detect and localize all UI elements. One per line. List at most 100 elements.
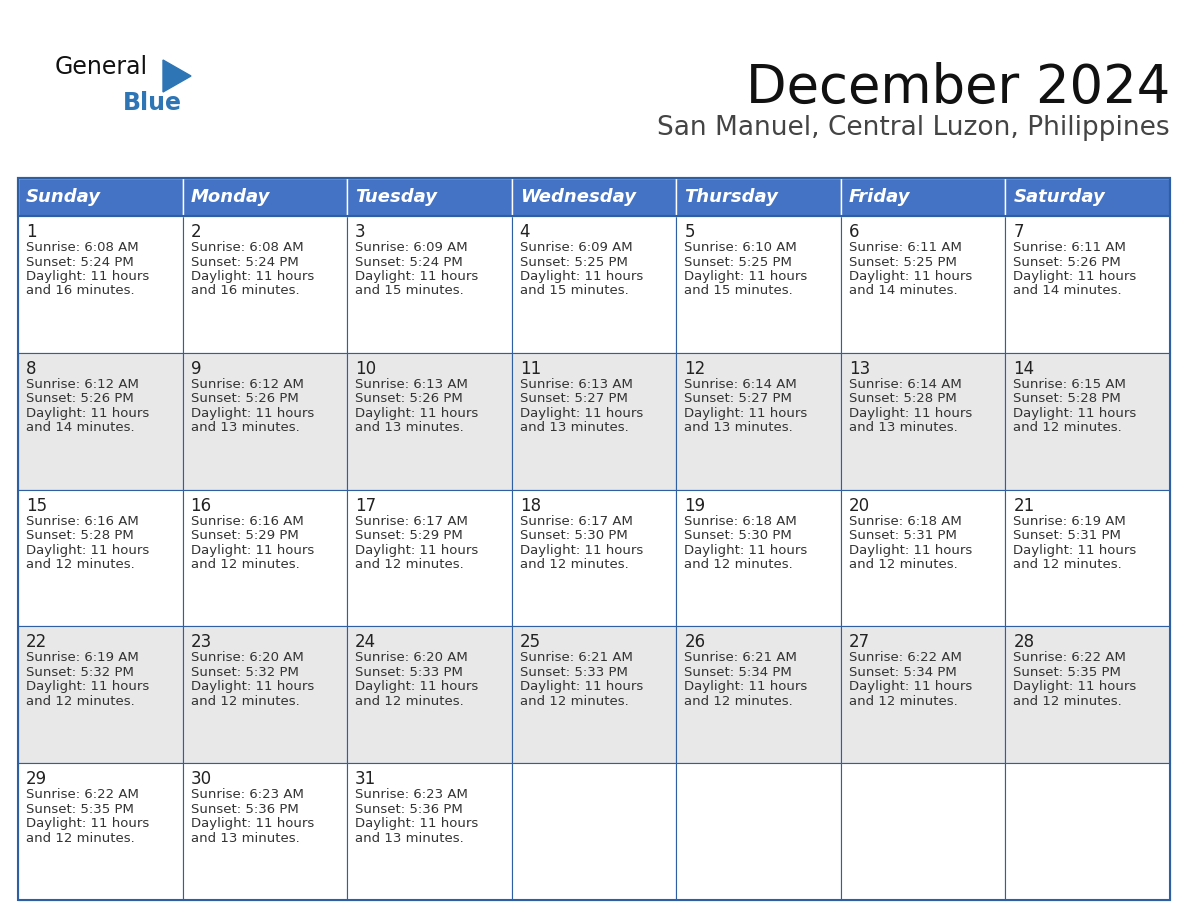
Text: and 12 minutes.: and 12 minutes. [1013,421,1123,434]
Text: 2: 2 [190,223,201,241]
Text: Daylight: 11 hours: Daylight: 11 hours [849,680,972,693]
Text: Sunrise: 6:16 AM: Sunrise: 6:16 AM [26,515,139,528]
Bar [676,489,841,626]
Text: Saturday: Saturday [1013,188,1105,206]
Text: Wednesday: Wednesday [519,188,636,206]
Text: and 12 minutes.: and 12 minutes. [355,558,463,571]
Text: General: General [55,55,148,79]
Text: Daylight: 11 hours: Daylight: 11 hours [190,817,314,830]
Text: Blue: Blue [124,91,182,115]
Text: and 14 minutes.: and 14 minutes. [26,421,134,434]
Text: Sunrise: 6:15 AM: Sunrise: 6:15 AM [1013,378,1126,391]
Text: Sunset: 5:30 PM: Sunset: 5:30 PM [684,529,792,543]
Text: and 14 minutes.: and 14 minutes. [1013,285,1121,297]
Text: Sunset: 5:31 PM: Sunset: 5:31 PM [849,529,956,543]
Bar [676,353,841,489]
Text: Daylight: 11 hours: Daylight: 11 hours [355,407,479,420]
Bar [18,626,183,763]
Text: Sunrise: 6:20 AM: Sunrise: 6:20 AM [355,652,468,665]
Bar [512,763,676,900]
Text: Daylight: 11 hours: Daylight: 11 hours [190,407,314,420]
Text: Sunrise: 6:22 AM: Sunrise: 6:22 AM [26,789,139,801]
Text: 25: 25 [519,633,541,652]
Text: 30: 30 [190,770,211,789]
Text: Sunrise: 6:17 AM: Sunrise: 6:17 AM [519,515,632,528]
Bar [347,626,512,763]
Text: and 12 minutes.: and 12 minutes. [26,832,134,845]
Bar [18,178,183,216]
Text: Sunset: 5:29 PM: Sunset: 5:29 PM [355,529,463,543]
Bar [841,489,1005,626]
Bar [1005,489,1170,626]
Text: 4: 4 [519,223,530,241]
Bar [676,216,841,353]
Text: and 15 minutes.: and 15 minutes. [355,285,463,297]
Text: Daylight: 11 hours: Daylight: 11 hours [519,270,643,283]
Text: Sunset: 5:26 PM: Sunset: 5:26 PM [26,392,134,406]
Text: Sunrise: 6:19 AM: Sunrise: 6:19 AM [26,652,139,665]
Bar [347,178,512,216]
Text: 18: 18 [519,497,541,515]
Bar [18,489,183,626]
Text: and 12 minutes.: and 12 minutes. [1013,558,1123,571]
Bar [347,216,512,353]
Polygon shape [163,60,191,92]
Bar [1005,626,1170,763]
Text: Sunset: 5:31 PM: Sunset: 5:31 PM [1013,529,1121,543]
Text: 6: 6 [849,223,859,241]
Text: and 13 minutes.: and 13 minutes. [355,421,463,434]
Bar [841,763,1005,900]
Text: and 13 minutes.: and 13 minutes. [849,421,958,434]
Bar [347,353,512,489]
Text: Daylight: 11 hours: Daylight: 11 hours [355,270,479,283]
Text: Sunset: 5:24 PM: Sunset: 5:24 PM [26,255,134,268]
Bar [676,178,841,216]
Text: Sunset: 5:28 PM: Sunset: 5:28 PM [1013,392,1121,406]
Text: Daylight: 11 hours: Daylight: 11 hours [355,817,479,830]
Text: 29: 29 [26,770,48,789]
Text: Sunrise: 6:13 AM: Sunrise: 6:13 AM [519,378,632,391]
Text: and 12 minutes.: and 12 minutes. [190,558,299,571]
Text: Sunset: 5:33 PM: Sunset: 5:33 PM [355,666,463,679]
Text: Sunrise: 6:12 AM: Sunrise: 6:12 AM [190,378,303,391]
Text: and 12 minutes.: and 12 minutes. [519,695,628,708]
Text: and 12 minutes.: and 12 minutes. [849,695,958,708]
Text: Sunset: 5:29 PM: Sunset: 5:29 PM [190,529,298,543]
Text: and 15 minutes.: and 15 minutes. [684,285,794,297]
Text: Sunrise: 6:23 AM: Sunrise: 6:23 AM [355,789,468,801]
Text: Sunrise: 6:10 AM: Sunrise: 6:10 AM [684,241,797,254]
Text: Daylight: 11 hours: Daylight: 11 hours [519,543,643,556]
Text: Daylight: 11 hours: Daylight: 11 hours [849,543,972,556]
Text: Sunrise: 6:08 AM: Sunrise: 6:08 AM [26,241,139,254]
Text: Daylight: 11 hours: Daylight: 11 hours [849,270,972,283]
Text: 13: 13 [849,360,870,378]
Text: and 12 minutes.: and 12 minutes. [849,558,958,571]
Text: and 16 minutes.: and 16 minutes. [190,285,299,297]
Bar [18,178,1170,216]
Text: and 12 minutes.: and 12 minutes. [519,558,628,571]
Text: Sunrise: 6:22 AM: Sunrise: 6:22 AM [1013,652,1126,665]
Text: and 13 minutes.: and 13 minutes. [190,421,299,434]
Text: Sunrise: 6:11 AM: Sunrise: 6:11 AM [1013,241,1126,254]
Text: 10: 10 [355,360,377,378]
Bar [512,216,676,353]
Text: and 12 minutes.: and 12 minutes. [684,558,794,571]
Text: Sunset: 5:27 PM: Sunset: 5:27 PM [684,392,792,406]
Text: Daylight: 11 hours: Daylight: 11 hours [26,407,150,420]
Text: Daylight: 11 hours: Daylight: 11 hours [684,407,808,420]
Text: Sunrise: 6:09 AM: Sunrise: 6:09 AM [355,241,468,254]
Text: Sunrise: 6:20 AM: Sunrise: 6:20 AM [190,652,303,665]
Text: Sunset: 5:32 PM: Sunset: 5:32 PM [190,666,298,679]
Text: Sunrise: 6:21 AM: Sunrise: 6:21 AM [519,652,632,665]
Text: Sunrise: 6:08 AM: Sunrise: 6:08 AM [190,241,303,254]
Text: Sunset: 5:25 PM: Sunset: 5:25 PM [684,255,792,268]
Text: Sunset: 5:34 PM: Sunset: 5:34 PM [849,666,956,679]
Text: Daylight: 11 hours: Daylight: 11 hours [519,680,643,693]
Text: and 12 minutes.: and 12 minutes. [26,695,134,708]
Text: Sunset: 5:36 PM: Sunset: 5:36 PM [190,802,298,816]
Text: Sunrise: 6:17 AM: Sunrise: 6:17 AM [355,515,468,528]
Text: Daylight: 11 hours: Daylight: 11 hours [26,680,150,693]
Text: 16: 16 [190,497,211,515]
Text: Daylight: 11 hours: Daylight: 11 hours [1013,680,1137,693]
Text: Sunday: Sunday [26,188,101,206]
